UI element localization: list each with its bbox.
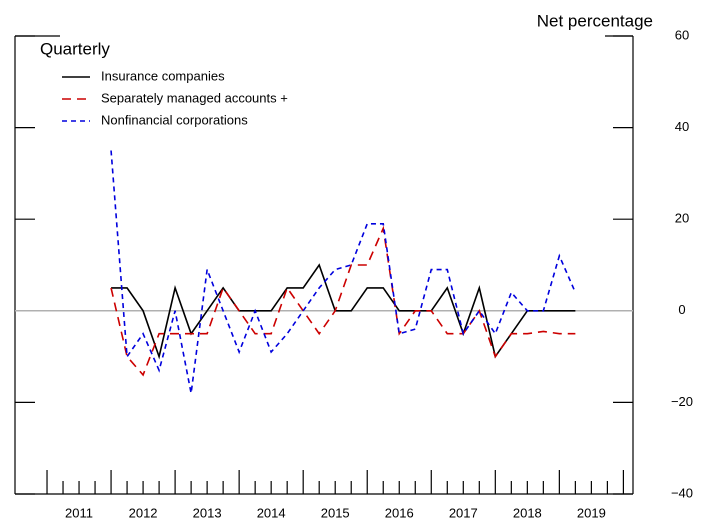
y-tick-label: 60	[675, 27, 689, 42]
x-tick-label: 2014	[257, 505, 286, 520]
x-tick-label: 2011	[65, 505, 93, 520]
series-line	[110, 150, 577, 394]
series-line	[110, 225, 576, 377]
y-tick-label: 40	[675, 119, 689, 134]
x-tick-label: 2013	[193, 505, 222, 520]
x-tick-label: 2019	[577, 505, 606, 520]
x-tick-label: 2017	[449, 505, 478, 520]
x-tick-label: 2016	[385, 505, 414, 520]
legend-label: Insurance companies	[101, 68, 225, 83]
x-tick-label: 2012	[129, 505, 158, 520]
legend-label: Nonfinancial corporations	[101, 112, 248, 127]
legend-label: Separately managed accounts +	[101, 90, 288, 105]
y-tick-label: 20	[675, 211, 689, 226]
chart-title: Net percentage	[537, 11, 653, 30]
legend-title: Quarterly	[40, 39, 110, 58]
y-tick-label: 0	[678, 302, 685, 317]
y-tick-label: −40	[671, 485, 693, 500]
series-line	[111, 263, 576, 360]
x-tick-label: 2018	[513, 505, 542, 520]
x-tick-label: 2015	[321, 505, 350, 520]
y-tick-label: −20	[671, 394, 693, 409]
